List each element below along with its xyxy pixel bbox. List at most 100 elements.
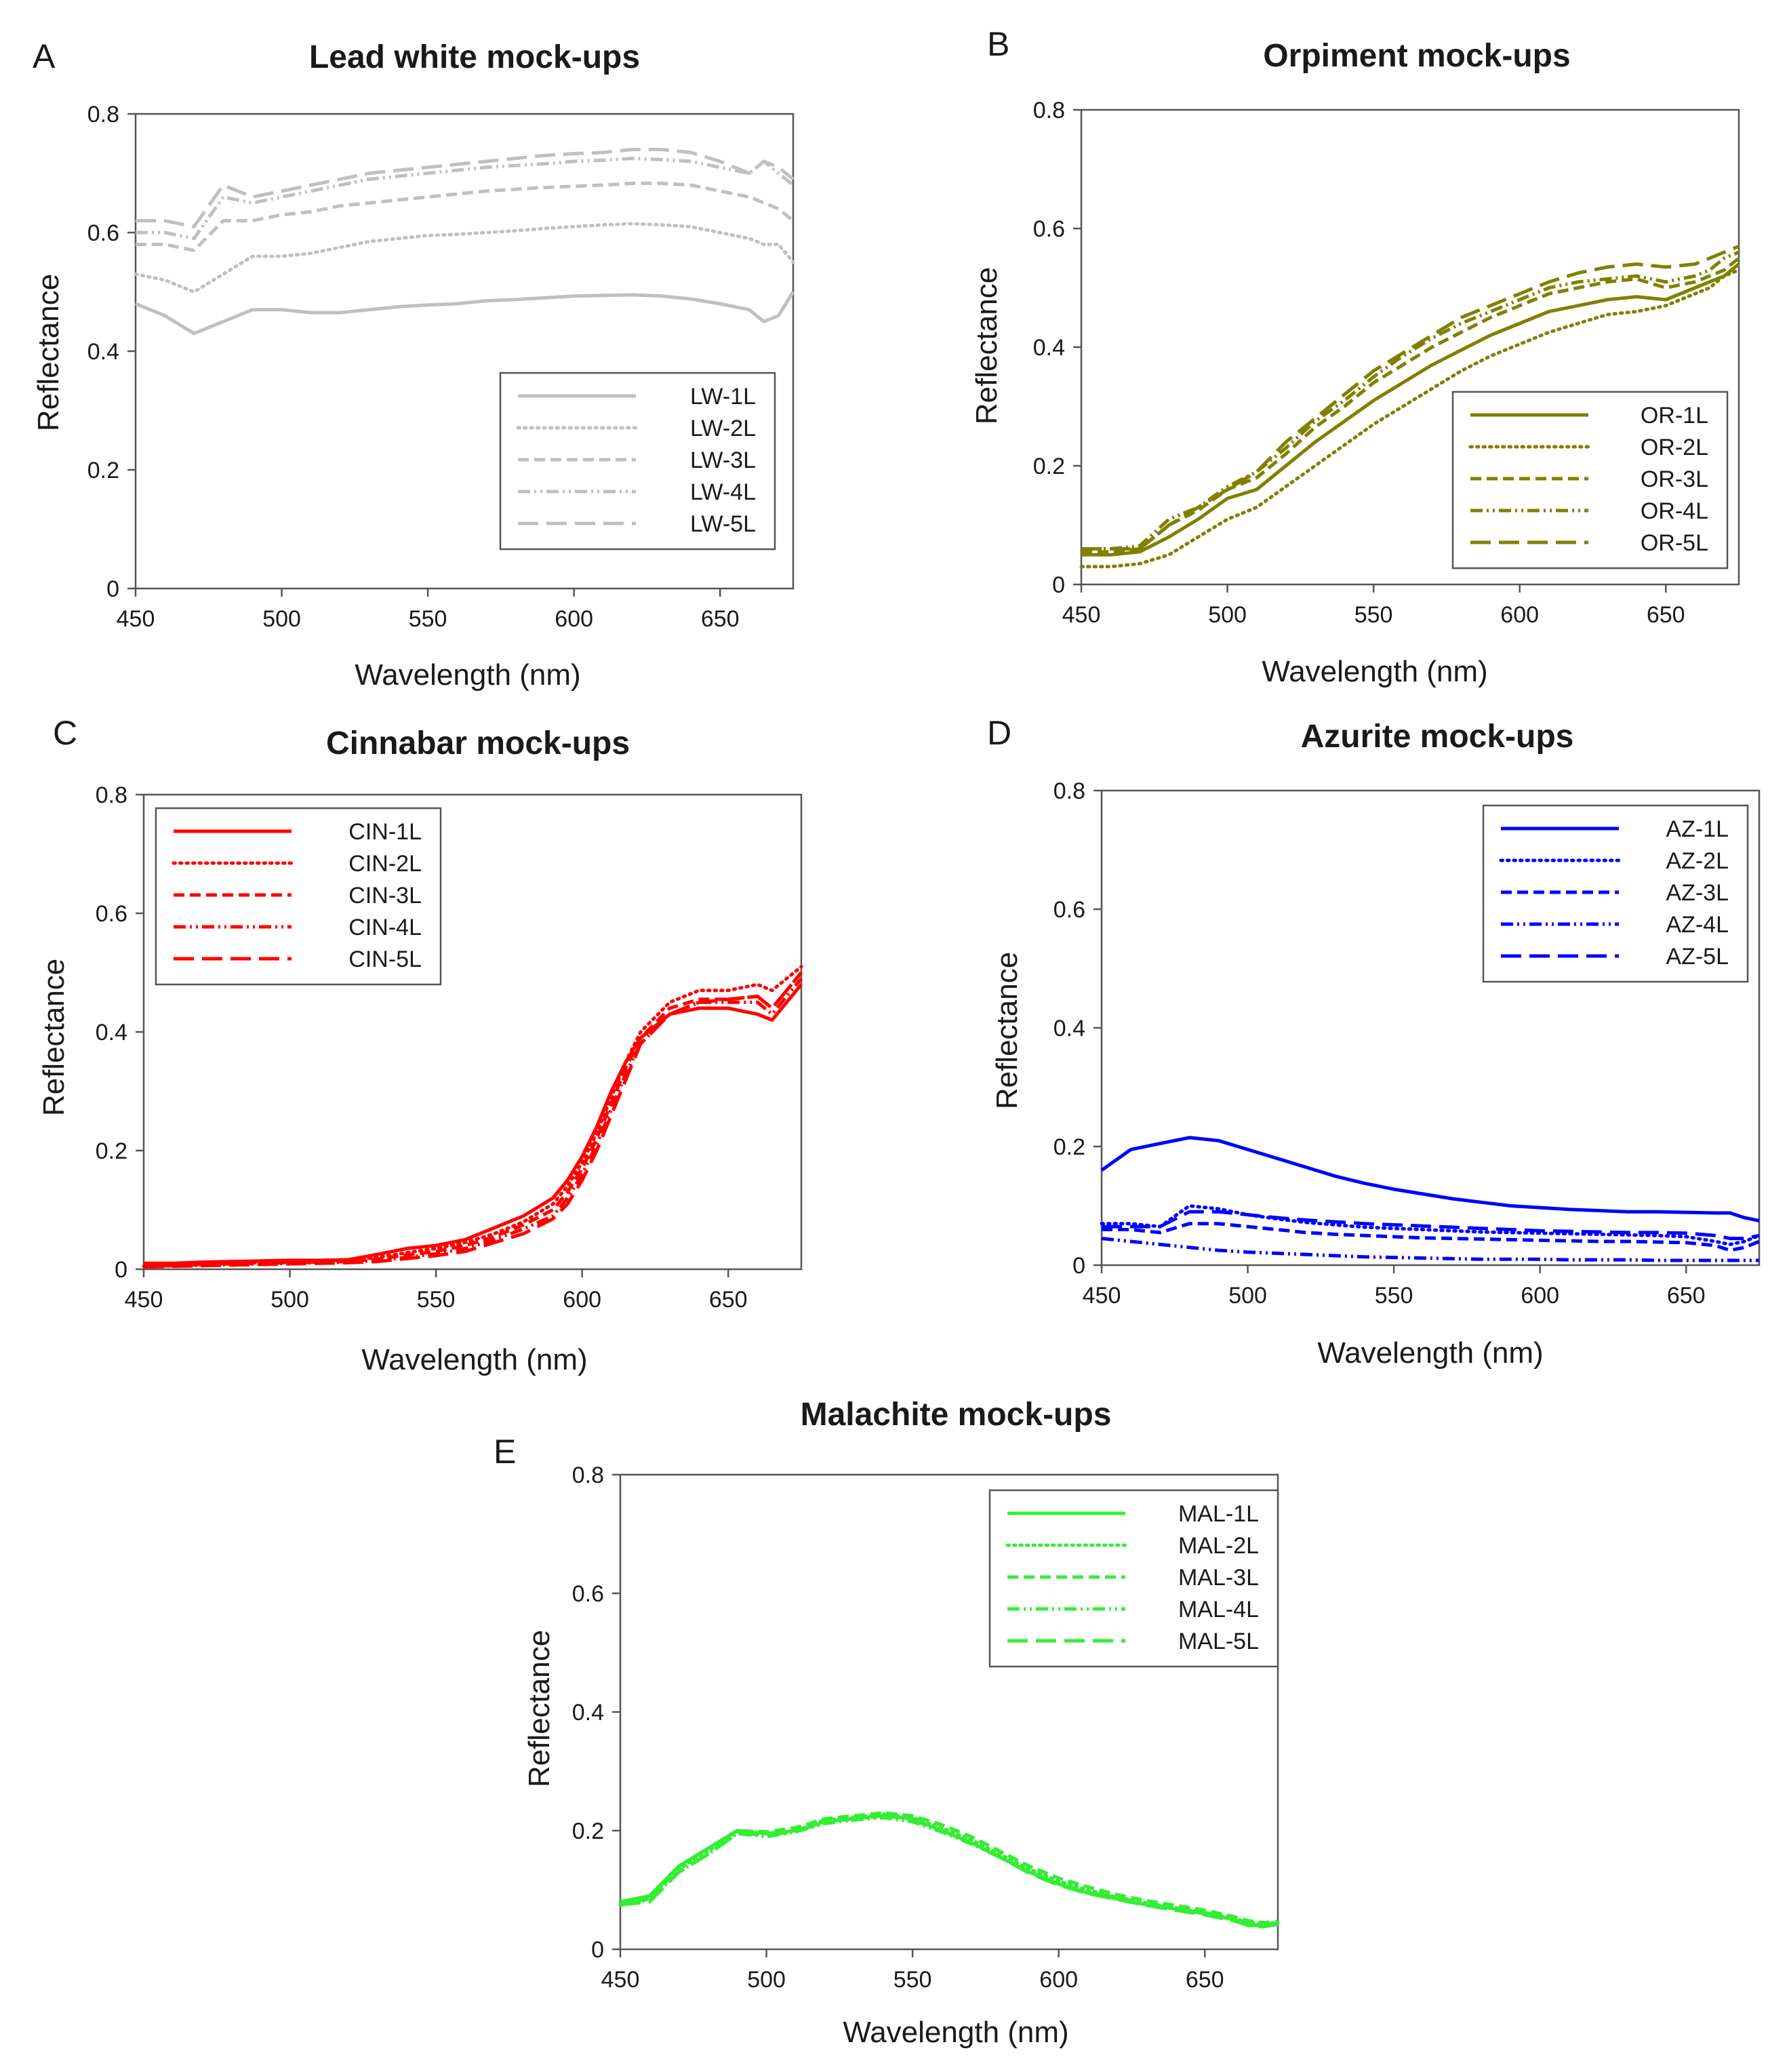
legend-label-az-5l: AZ-5L: [1666, 944, 1729, 970]
panel-e: E Malachite mock-ups Wavelength (nm) Ref…: [494, 1397, 1280, 2049]
legend-label-lw-2l: LW-2L: [690, 416, 756, 441]
legend-label-cin-3l: CIN-3L: [348, 883, 422, 909]
legend-label-mal-3l: MAL-3L: [1178, 1565, 1259, 1591]
series-line-or-4l: [1081, 250, 1740, 551]
legend-label-or-3l: OR-3L: [1641, 466, 1708, 492]
y-tick-label-d-3: 0.6: [1053, 897, 1085, 923]
panel-a: A Lead white mock-ups Wavelength (nm) Re…: [32, 37, 795, 692]
panel-d: D Azurite mock-ups Wavelength (nm) Refle…: [987, 714, 1761, 1370]
panel-letter-a: A: [33, 37, 56, 75]
y-tick-label-c-4: 0.8: [96, 782, 127, 808]
series-line-az-1l: [1100, 1136, 1760, 1222]
legend-box-c: [155, 807, 442, 986]
x-tick-label-b-600: 600: [1500, 602, 1539, 628]
chart-title-e: Malachite mock-ups: [801, 1397, 1112, 1433]
series-line-or-1l: [1081, 262, 1740, 557]
series-line-lw-2l: [134, 222, 795, 294]
y-tick-label-d-4: 0.8: [1053, 778, 1085, 804]
chart-title-c: Cinnabar mock-ups: [326, 725, 630, 761]
series-line-lw-4l: [136, 157, 795, 241]
legend-label-az-1l: AZ-1L: [1666, 816, 1729, 842]
legend-label-lw-1l: LW-1L: [690, 384, 756, 410]
series-line-az-3l: [1102, 1222, 1760, 1252]
legend-label-az-2l: AZ-2L: [1666, 848, 1729, 874]
x-tick-label-c-450: 450: [125, 1287, 163, 1313]
x-tick-label-b-650: 650: [1647, 602, 1685, 628]
series-line-or-3l: [1081, 256, 1740, 554]
x-tick-label-e-550: 550: [894, 1967, 932, 1993]
panel-letter-d: D: [987, 714, 1011, 752]
x-tick-label-c-500: 500: [270, 1287, 309, 1313]
x-tick-label-b-450: 450: [1062, 602, 1101, 628]
y-tick-label-c-3: 0.6: [96, 901, 127, 927]
x-tick-label-d-650: 650: [1667, 1283, 1706, 1309]
series-line-lw-3l: [136, 181, 795, 252]
y-tick-label-b-0: 0: [1052, 572, 1065, 598]
x-axis-label-d: Wavelength (nm): [1317, 1336, 1543, 1370]
y-tick-label-d-1: 0.2: [1053, 1134, 1085, 1160]
legend-label-or-5l: OR-5L: [1641, 530, 1708, 556]
x-tick-label-a-600: 600: [555, 606, 593, 632]
legend-label-mal-1l: MAL-1L: [1178, 1501, 1259, 1527]
legend-label-cin-1l: CIN-1L: [348, 819, 422, 845]
plot-area-a: 450 500 550 600 650 0 0.2 0.4 0.6 0.8 LW-1L LW-2L LW…: [87, 102, 795, 632]
legend-label-mal-2l: MAL-2L: [1178, 1533, 1259, 1559]
y-tick-label-c-2: 0.4: [96, 1020, 127, 1045]
series-line-lw-1l: [135, 291, 795, 336]
y-axis-label-a: Reflectance: [32, 274, 65, 431]
x-tick-label-b-550: 550: [1354, 602, 1393, 628]
series-line-mal-3l: [620, 1811, 1279, 1925]
y-tick-label-a-4: 0.8: [87, 102, 119, 127]
x-tick-label-e-450: 450: [601, 1967, 640, 1993]
x-tick-label-d-450: 450: [1083, 1283, 1121, 1309]
y-tick-label-d-2: 0.4: [1053, 1016, 1085, 1041]
y-tick-label-b-2: 0.4: [1033, 335, 1065, 361]
y-tick-label-a-3: 0.6: [87, 220, 119, 246]
legend-label-lw-5l: LW-5L: [690, 511, 756, 537]
legend-label-cin-2l: CIN-2L: [348, 851, 422, 877]
y-axis-label-b: Reflectance: [970, 267, 1003, 424]
legend-label-mal-4l: MAL-4L: [1178, 1597, 1259, 1622]
y-tick-label-e-0: 0: [591, 1937, 604, 1963]
x-tick-label-e-600: 600: [1039, 1967, 1078, 1993]
x-tick-label-d-600: 600: [1521, 1283, 1559, 1309]
chart-title-d: Azurite mock-ups: [1301, 719, 1574, 755]
x-axis-label-c: Wavelength (nm): [361, 1343, 587, 1376]
x-axis-label-e: Wavelength (nm): [843, 2016, 1068, 2049]
legend-label-or-1l: OR-1L: [1641, 403, 1708, 429]
y-tick-label-e-1: 0.2: [572, 1818, 604, 1844]
legend-label-az-4l: AZ-4L: [1666, 912, 1729, 938]
chart-title-a: Lead white mock-ups: [309, 39, 640, 75]
y-tick-label-e-4: 0.8: [572, 1462, 604, 1488]
panel-c: C Cinnabar mock-ups Wavelength (nm) Refl…: [37, 714, 803, 1376]
x-axis-label-b: Wavelength (nm): [1262, 655, 1487, 688]
x-tick-label-c-550: 550: [417, 1287, 456, 1313]
series-line-lw-5l: [136, 148, 795, 228]
legend-label-lw-4l: LW-4L: [690, 479, 756, 505]
y-tick-label-b-1: 0.2: [1033, 454, 1065, 479]
y-tick-label-e-2: 0.4: [572, 1700, 604, 1726]
series-line-mal-5l: [620, 1813, 1279, 1929]
x-tick-label-a-450: 450: [117, 606, 155, 632]
y-axis-label-e: Reflectance: [523, 1630, 556, 1787]
x-tick-label-b-500: 500: [1208, 602, 1247, 628]
x-tick-label-a-500: 500: [262, 606, 301, 632]
y-tick-label-b-3: 0.6: [1033, 216, 1065, 242]
legend-label-lw-3l: LW-3L: [690, 447, 756, 473]
y-axis-label-d: Reflectance: [990, 952, 1024, 1109]
plot-area-c: 450 500 550 600 650 0 0.2 0.4 0.6 0.8 CIN-1L CIN-2L…: [96, 782, 803, 1313]
x-axis-label-a: Wavelength (nm): [355, 658, 580, 692]
series-line-or-5l: [1081, 244, 1740, 551]
x-tick-label-e-650: 650: [1186, 1967, 1224, 1993]
series-line-az-2l: [1100, 1204, 1761, 1246]
panel-letter-e: E: [494, 1433, 516, 1471]
series-line-cin-1l: [144, 983, 803, 1265]
x-tick-label-d-550: 550: [1375, 1283, 1413, 1309]
legend-label-or-2l: OR-2L: [1641, 435, 1708, 460]
x-tick-label-c-650: 650: [709, 1287, 748, 1313]
panel-letter-b: B: [987, 25, 1009, 63]
x-tick-label-a-650: 650: [701, 606, 740, 632]
y-tick-label-c-0: 0: [115, 1257, 127, 1283]
